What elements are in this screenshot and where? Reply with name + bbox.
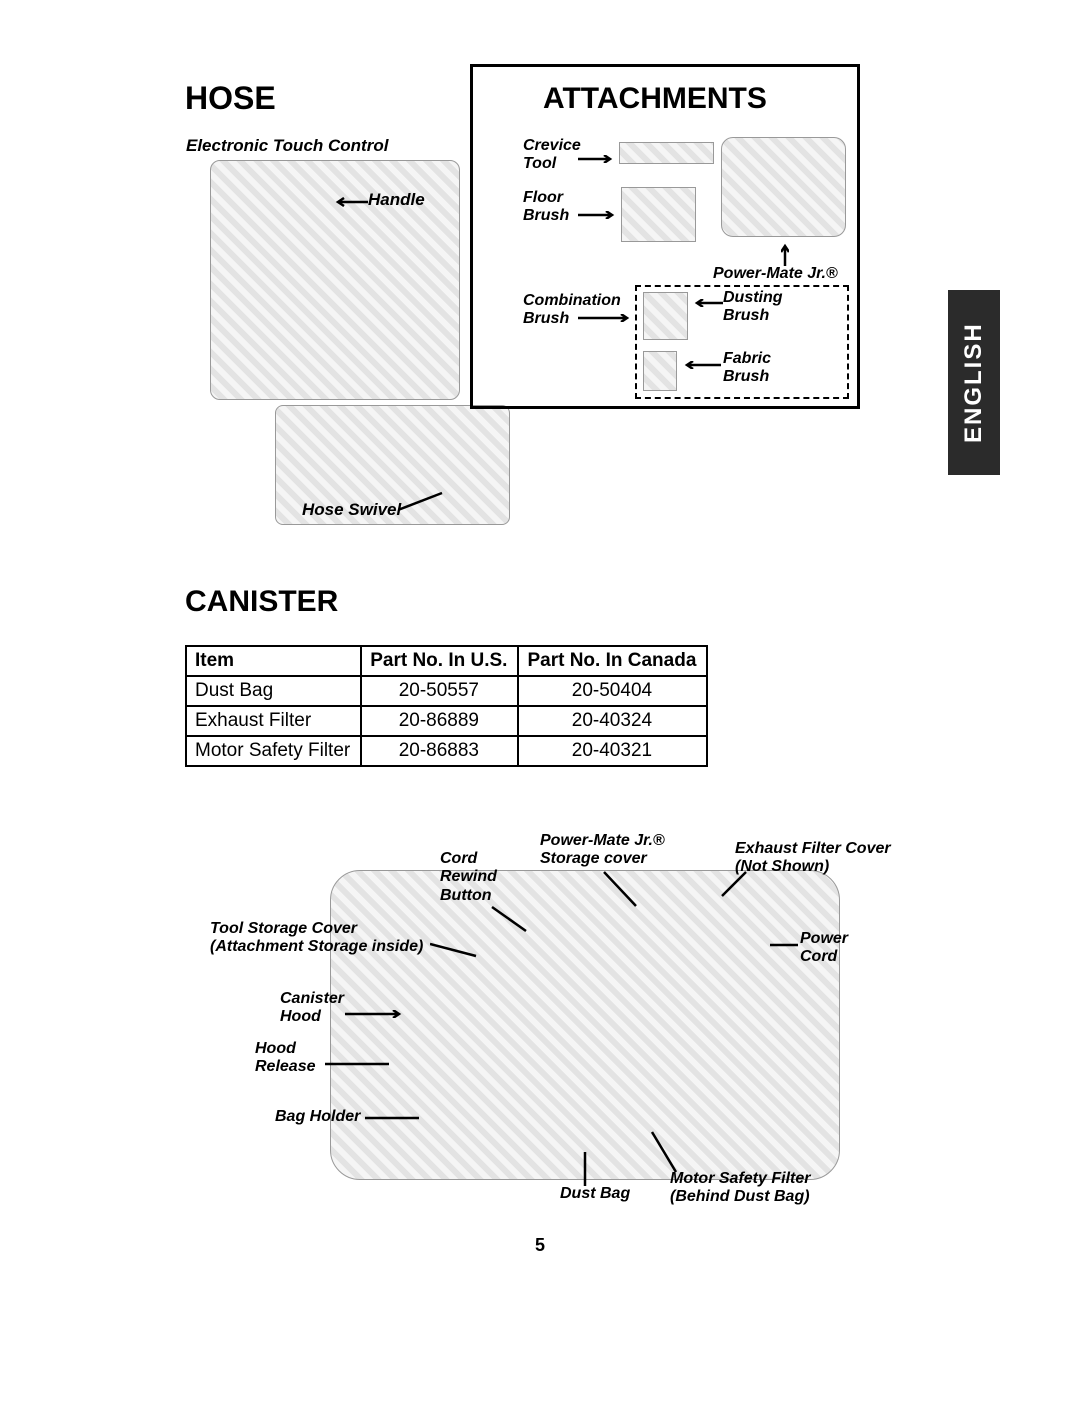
leader-power-mate-jr-storage <box>600 870 640 910</box>
label-cord-rewind-button: Cord Rewind Button <box>440 850 497 905</box>
leader-tool-storage-cover <box>430 940 480 960</box>
leader-bag-holder <box>365 1114 425 1122</box>
col-item: Item <box>186 646 361 676</box>
arrow-dusting-brush <box>691 299 723 307</box>
illustration-crevice-tool <box>619 142 714 164</box>
label-canister-hood: Canister Hood <box>280 990 344 1027</box>
leader-exhaust-filter-cover <box>720 870 750 900</box>
heading-hose: HOSE <box>185 80 276 117</box>
col-part-us: Part No. In U.S. <box>361 646 518 676</box>
label-exhaust-filter-cover: Exhaust Filter Cover (Not Shown) <box>735 840 891 877</box>
arrow-handle <box>332 197 368 207</box>
label-electronic-touch-control: Electronic Touch Control <box>186 136 388 156</box>
cell-us: 20-50557 <box>361 676 518 706</box>
label-fabric-brush: Fabric Brush <box>723 350 771 387</box>
illustration-fabric-brush <box>643 351 677 391</box>
label-dust-bag: Dust Bag <box>560 1185 630 1203</box>
leader-power-cord <box>770 940 800 950</box>
arrow-floor-brush <box>578 211 618 219</box>
label-hose-swivel: Hose Swivel <box>302 500 401 520</box>
label-handle: Handle <box>368 190 425 210</box>
table-header-row: Item Part No. In U.S. Part No. In Canada <box>186 646 707 676</box>
heading-canister: CANISTER <box>185 585 338 619</box>
leader-motor-safety-filter <box>650 1130 680 1172</box>
heading-attachments: ATTACHMENTS <box>543 82 767 116</box>
cell-us: 20-86889 <box>361 706 518 736</box>
arrow-hose-swivel <box>398 490 448 514</box>
cell-item: Motor Safety Filter <box>186 736 361 766</box>
table-row: Motor Safety Filter 20-86883 20-40321 <box>186 736 707 766</box>
label-hood-release: Hood Release <box>255 1040 316 1077</box>
label-power-cord: Power Cord <box>800 930 848 967</box>
col-part-ca: Part No. In Canada <box>518 646 707 676</box>
arrow-power-mate-jr <box>781 242 789 266</box>
attachments-box: ATTACHMENTS Crevice Tool Floor Brush Pow… <box>470 64 860 409</box>
parts-table: Item Part No. In U.S. Part No. In Canada… <box>185 645 708 767</box>
cell-us: 20-86883 <box>361 736 518 766</box>
language-tab-english: ENGLISH <box>948 290 1000 475</box>
label-combination-brush: Combination Brush <box>523 292 621 329</box>
leader-hood-release <box>325 1060 395 1068</box>
label-crevice-tool: Crevice Tool <box>523 137 581 174</box>
cell-item: Dust Bag <box>186 676 361 706</box>
cell-item: Exhaust Filter <box>186 706 361 736</box>
illustration-dusting-brush <box>643 292 688 340</box>
illustration-canister <box>330 870 840 1180</box>
table-row: Exhaust Filter 20-86889 20-40324 <box>186 706 707 736</box>
label-power-mate-jr: Power-Mate Jr.® <box>713 265 838 283</box>
page-number: 5 <box>0 1235 1080 1256</box>
cell-ca: 20-50404 <box>518 676 707 706</box>
leader-canister-hood <box>345 1010 405 1018</box>
arrow-fabric-brush <box>681 361 721 369</box>
arrow-combination-brush <box>578 314 633 322</box>
arrow-crevice-tool <box>578 155 616 163</box>
label-dusting-brush: Dusting Brush <box>723 289 783 326</box>
table-row: Dust Bag 20-50557 20-50404 <box>186 676 707 706</box>
label-floor-brush: Floor Brush <box>523 189 569 226</box>
cell-ca: 20-40324 <box>518 706 707 736</box>
leader-dust-bag <box>580 1150 590 1186</box>
label-power-mate-jr-storage: Power-Mate Jr.® Storage cover <box>540 832 665 869</box>
page: HOSE Electronic Touch Control Handle Hos… <box>0 0 1080 1403</box>
illustration-power-mate-jr <box>721 137 846 237</box>
leader-cord-rewind-button <box>490 905 530 935</box>
label-tool-storage-cover: Tool Storage Cover (Attachment Storage i… <box>210 920 423 957</box>
label-motor-safety-filter: Motor Safety Filter (Behind Dust Bag) <box>670 1170 810 1207</box>
illustration-floor-brush <box>621 187 696 242</box>
label-bag-holder: Bag Holder <box>275 1108 360 1126</box>
cell-ca: 20-40321 <box>518 736 707 766</box>
